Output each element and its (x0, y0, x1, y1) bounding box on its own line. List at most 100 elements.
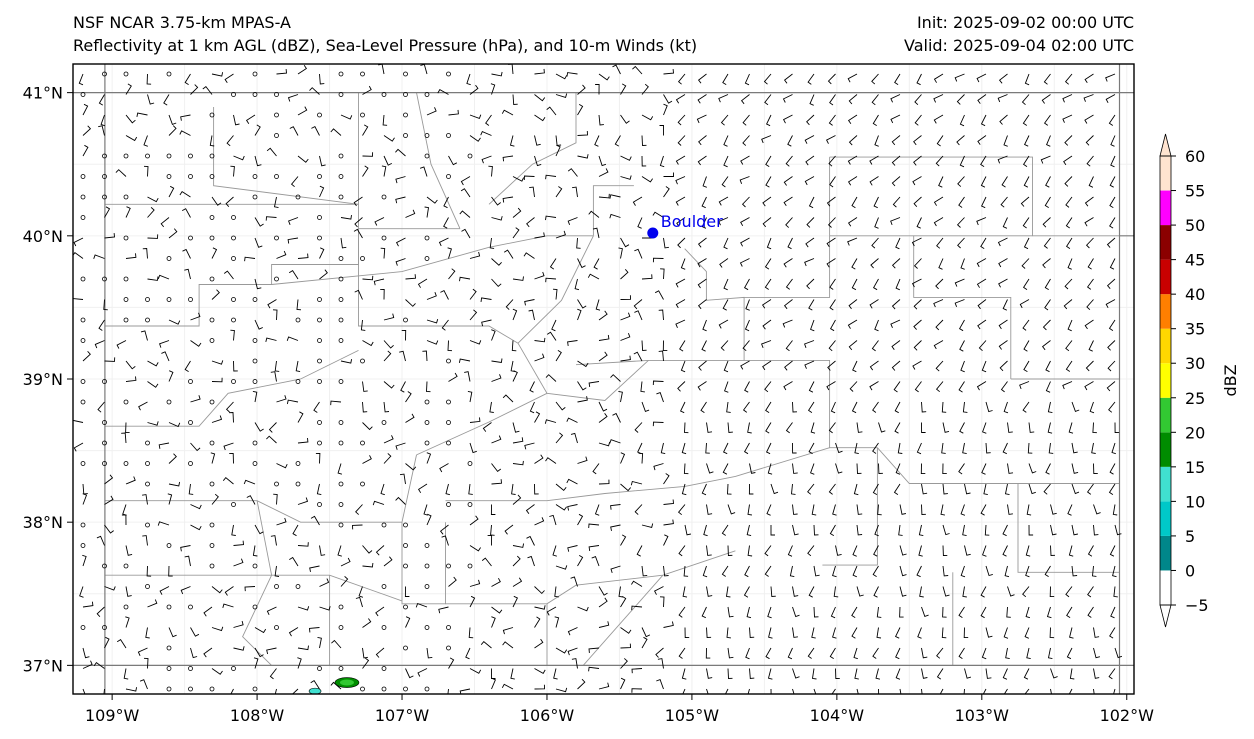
wind-barb (898, 524, 903, 536)
calm-wind-circle (295, 379, 301, 384)
wind-barb (1022, 586, 1030, 598)
wind-barb (553, 668, 558, 680)
calm-wind-circle (295, 194, 301, 200)
wind-barb (555, 186, 563, 198)
wind-barb (269, 668, 277, 680)
wind-barb (1093, 463, 1098, 474)
wind-barb (266, 435, 277, 444)
wind-barb (919, 586, 924, 598)
wind-barb (854, 668, 859, 680)
calm-wind-circle (231, 379, 236, 384)
wind-barb (297, 411, 304, 423)
wind-barb (555, 432, 564, 444)
wind-barb (744, 565, 750, 578)
wind-barb (309, 565, 320, 572)
colorbar-tick-label: 50 (1185, 216, 1205, 235)
wind-barb (190, 524, 202, 531)
wind-barb (620, 452, 626, 464)
wind-barb (491, 329, 496, 341)
wind-barb (848, 94, 858, 105)
wind-barb (1002, 299, 1008, 311)
wind-barb (243, 479, 256, 485)
wind-barb (677, 504, 686, 516)
wind-barb (634, 310, 643, 321)
calm-wind-circle (102, 563, 107, 569)
colorbar-tick-label: 35 (1185, 320, 1205, 339)
county-boundary (684, 447, 830, 487)
wind-barb (899, 586, 907, 597)
wind-barb (551, 319, 557, 332)
wind-barb (140, 330, 148, 341)
wind-barb (577, 84, 586, 95)
wind-barb (706, 422, 713, 433)
wind-barb (534, 114, 546, 122)
wind-barb (747, 688, 750, 694)
wind-barb (745, 299, 750, 311)
wind-barb (891, 340, 901, 350)
wind-barb (792, 524, 799, 536)
wind-barb (168, 114, 177, 125)
wind-barb (104, 495, 114, 505)
wind-barb (337, 463, 343, 475)
calm-wind-circle (166, 686, 172, 692)
wind-barb (869, 360, 879, 371)
wind-barb (787, 237, 793, 250)
wind-barb (309, 627, 320, 633)
wind-barb (1084, 319, 1094, 330)
wind-barb (481, 319, 492, 327)
lon-tick-label: 102°W (1100, 706, 1155, 725)
calm-wind-circle (188, 666, 193, 671)
wind-barb (828, 340, 836, 352)
wind-barb (742, 401, 750, 413)
wind-barb (468, 483, 473, 495)
calm-wind-circle (338, 276, 344, 282)
wind-barb (656, 392, 664, 403)
wind-barb (190, 442, 201, 452)
calm-wind-circle (231, 92, 236, 97)
county-boundary (416, 92, 461, 229)
wind-barb (168, 370, 174, 382)
wind-barb (1044, 196, 1051, 208)
wind-barb (375, 606, 385, 617)
wind-barb (702, 176, 707, 188)
wind-barb (705, 442, 710, 454)
wind-barb (935, 319, 944, 331)
wind-barb (1023, 668, 1030, 680)
colorbar-extend-min (1159, 604, 1172, 628)
wind-barb (1026, 504, 1032, 516)
wind-barb (190, 312, 201, 321)
wind-barb (1111, 442, 1116, 455)
wind-barb (1086, 278, 1094, 290)
wind-barb (233, 558, 244, 567)
wind-barb (490, 524, 495, 536)
wind-barb (1021, 94, 1030, 106)
wind-barb (641, 340, 647, 351)
wind-barb (297, 645, 309, 651)
wind-barb (853, 647, 858, 660)
wind-barb (512, 370, 518, 382)
wind-barb (811, 504, 817, 516)
wind-barb (354, 217, 363, 228)
calm-wind-circle (231, 502, 236, 507)
calm-wind-circle (338, 71, 344, 77)
wind-barb (620, 83, 627, 95)
calm-wind-circle (123, 317, 129, 323)
wind-barb (1046, 606, 1052, 619)
wind-barb (577, 258, 586, 269)
wind-barb (225, 196, 234, 208)
wind-barb (697, 73, 707, 84)
wind-barb (1043, 483, 1051, 495)
wind-barb (806, 217, 815, 228)
wind-barb (244, 586, 256, 592)
wind-barb (491, 616, 496, 628)
colorbar-segment (1160, 328, 1171, 364)
wind-barb (594, 135, 600, 147)
calm-wind-circle (403, 686, 408, 692)
wind-barb (1040, 155, 1051, 164)
wind-barb (942, 524, 950, 536)
wind-barb (549, 514, 557, 526)
wind-barb (182, 248, 191, 259)
wind-barb (211, 72, 224, 77)
wind-barb (765, 114, 772, 127)
wind-barb (184, 73, 191, 85)
